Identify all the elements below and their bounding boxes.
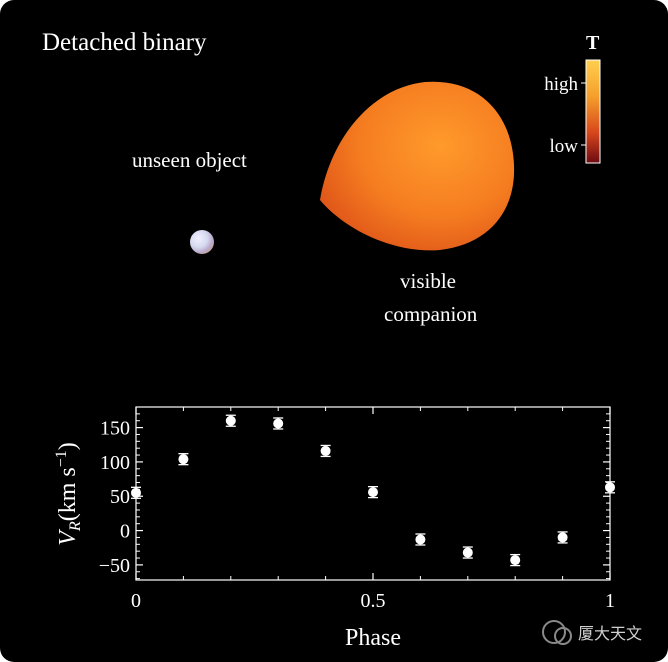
- y-axis-label: VR(km s−1): [53, 442, 84, 545]
- x-axis-label: Phase: [345, 625, 401, 651]
- x-tick-label: 0: [131, 590, 141, 612]
- data-point: [510, 555, 521, 566]
- data-point: [273, 418, 284, 429]
- unseen-object-sphere: [190, 230, 214, 254]
- data-point: [131, 487, 141, 498]
- colorbar: [585, 59, 601, 164]
- y-tick-label: 50: [110, 486, 130, 508]
- x-axis: 0 0.5 1: [131, 407, 615, 612]
- x-tick-label: 0.5: [361, 590, 386, 612]
- wechat-icon-bubble: [554, 627, 572, 645]
- y-axis-label-exp: −1: [53, 450, 70, 467]
- x-tick-label: 1: [605, 590, 615, 612]
- y-axis-label-main: V: [55, 529, 81, 546]
- data-series: [131, 414, 615, 567]
- visible-label-line2: companion: [384, 302, 478, 326]
- colorbar-high-label: high: [544, 74, 578, 95]
- data-point: [368, 487, 378, 498]
- unseen-object-label: unseen object: [132, 148, 247, 172]
- data-point: [462, 547, 473, 558]
- data-point: [557, 532, 568, 543]
- y-axis-label-units: (km s: [55, 467, 81, 521]
- y-axis: 150 100 50 0 −50: [99, 406, 610, 580]
- diagram-title: Detached binary: [42, 29, 207, 56]
- y-tick-label: 150: [100, 418, 130, 440]
- watermark-text: 厦大天文: [578, 624, 642, 643]
- visible-companion-star: [320, 81, 515, 251]
- y-tick-label: −50: [99, 555, 130, 577]
- watermark: 厦大天文: [542, 620, 642, 645]
- data-point: [415, 534, 426, 545]
- data-point: [605, 482, 615, 493]
- y-tick-label: 100: [100, 452, 130, 474]
- colorbar-title: T: [586, 32, 600, 54]
- y-axis-label-close: ): [55, 442, 81, 450]
- data-point: [320, 445, 331, 456]
- colorbar-low-label: low: [550, 136, 579, 157]
- data-point: [225, 415, 236, 426]
- wechat-icon: [542, 620, 566, 644]
- y-axis-label-sub: R: [67, 521, 84, 532]
- visible-label-line1: visible: [400, 269, 456, 293]
- y-tick-label: 0: [120, 521, 130, 543]
- data-point: [178, 454, 189, 465]
